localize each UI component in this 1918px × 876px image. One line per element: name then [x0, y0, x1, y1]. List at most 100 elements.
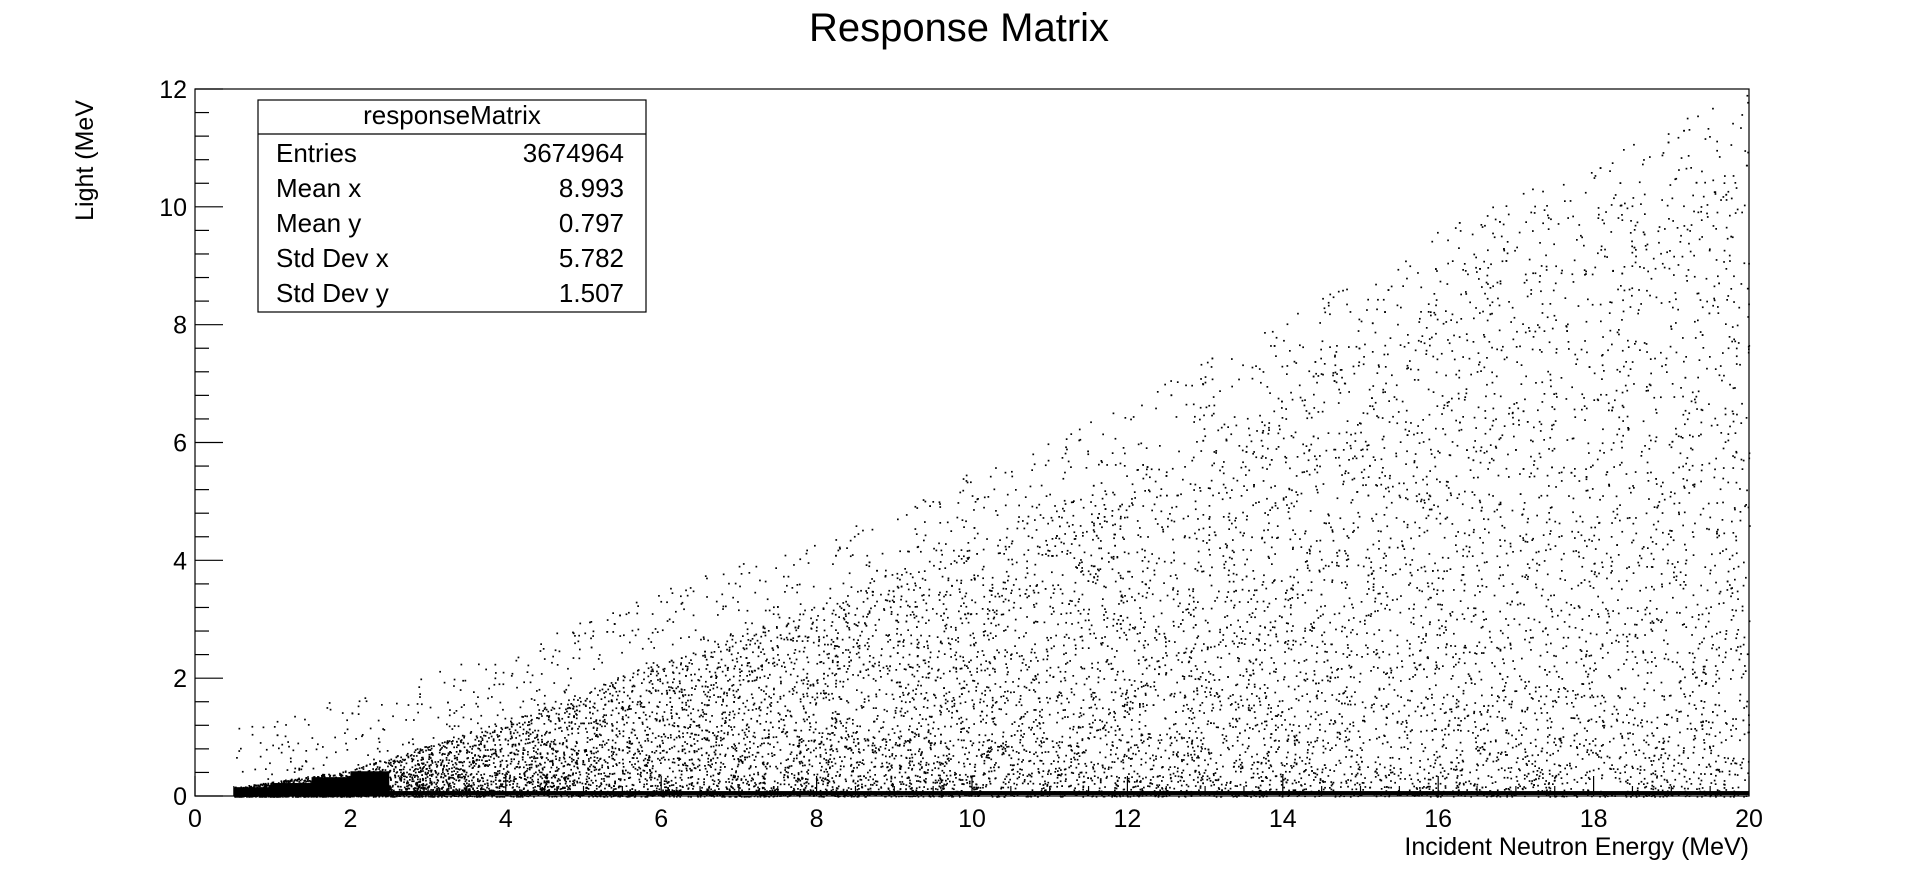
data-point: [1277, 536, 1279, 539]
data-point: [632, 766, 635, 768]
data-point: [649, 772, 652, 775]
data-point: [973, 643, 975, 645]
data-point: [921, 676, 924, 678]
data-point: [946, 700, 949, 703]
data-point: [1034, 519, 1036, 521]
data-point: [1390, 671, 1392, 674]
data-point: [898, 771, 901, 774]
data-point: [1680, 435, 1682, 438]
data-point: [604, 787, 606, 790]
data-point: [1491, 457, 1493, 460]
data-point: [405, 719, 407, 721]
data-point: [1319, 615, 1322, 617]
data-point: [1644, 613, 1647, 616]
data-point: [450, 741, 453, 743]
data-point: [1631, 240, 1633, 243]
data-point: [984, 689, 987, 692]
data-point: [1468, 675, 1471, 677]
data-point: [1187, 708, 1190, 710]
data-point: [616, 735, 619, 738]
data-point: [928, 594, 930, 597]
data-point: [972, 679, 974, 682]
data-point: [701, 685, 704, 688]
data-point: [917, 795, 920, 798]
data-point: [1432, 355, 1435, 358]
data-point: [964, 595, 967, 598]
data-point: [1261, 584, 1264, 586]
data-point: [1287, 647, 1290, 650]
data-point: [1435, 787, 1438, 789]
data-point: [736, 765, 739, 768]
data-point: [986, 739, 989, 742]
data-point: [516, 686, 518, 689]
data-point: [787, 575, 790, 578]
data-point: [1144, 556, 1146, 559]
data-point: [1577, 717, 1580, 720]
data-point: [535, 736, 538, 739]
data-point: [1531, 539, 1534, 541]
data-point: [1275, 788, 1278, 791]
data-point: [1073, 756, 1075, 759]
data-point: [906, 583, 909, 585]
data-point: [720, 687, 723, 690]
data-point: [1044, 782, 1047, 785]
data-point: [1224, 616, 1226, 618]
data-point: [1451, 260, 1454, 262]
data-point: [857, 775, 860, 778]
data-point: [838, 646, 840, 648]
data-point: [913, 675, 916, 678]
data-point: [749, 643, 751, 646]
data-point: [689, 699, 692, 702]
data-point: [1583, 244, 1585, 247]
data-point: [856, 689, 858, 691]
data-point: [291, 780, 293, 782]
data-point: [1574, 468, 1576, 470]
data-point: [753, 702, 756, 705]
data-point: [992, 637, 994, 639]
data-point: [848, 605, 851, 607]
data-point: [269, 762, 271, 765]
data-point: [1090, 695, 1093, 698]
data-point: [1701, 680, 1703, 682]
data-point: [1346, 644, 1349, 646]
data-point: [1429, 795, 1432, 798]
data-point: [1356, 754, 1359, 756]
data-point: [1358, 361, 1361, 364]
data-point: [740, 760, 743, 763]
data-point: [1049, 493, 1051, 496]
data-point: [1280, 775, 1283, 778]
data-point: [1700, 469, 1703, 472]
data-point: [1190, 650, 1193, 652]
data-point: [1007, 558, 1010, 561]
data-point: [871, 751, 874, 753]
data-point: [1650, 760, 1652, 762]
data-point: [1598, 213, 1600, 216]
data-point: [1130, 746, 1132, 749]
data-point: [471, 748, 473, 750]
data-point: [1673, 785, 1675, 788]
data-point: [1718, 692, 1720, 694]
data-point: [1181, 760, 1183, 763]
data-point: [1033, 679, 1036, 681]
data-point: [1694, 337, 1697, 339]
data-point: [1486, 561, 1488, 563]
data-point: [1005, 713, 1008, 715]
data-point: [712, 783, 715, 785]
data-point: [1351, 478, 1354, 481]
data-point: [1073, 789, 1076, 792]
data-point: [593, 769, 596, 772]
data-point: [1361, 656, 1363, 658]
data-point: [1586, 749, 1589, 751]
data-point: [1173, 695, 1175, 698]
data-point: [872, 678, 875, 680]
data-point: [516, 723, 518, 726]
data-point: [945, 762, 948, 765]
data-point: [1409, 582, 1412, 585]
data-point: [959, 655, 962, 658]
data-point: [1201, 747, 1203, 750]
data-point: [1219, 666, 1222, 668]
data-point: [1524, 638, 1526, 641]
data-point: [1070, 745, 1072, 748]
data-point: [1226, 615, 1229, 617]
data-point: [544, 706, 547, 709]
